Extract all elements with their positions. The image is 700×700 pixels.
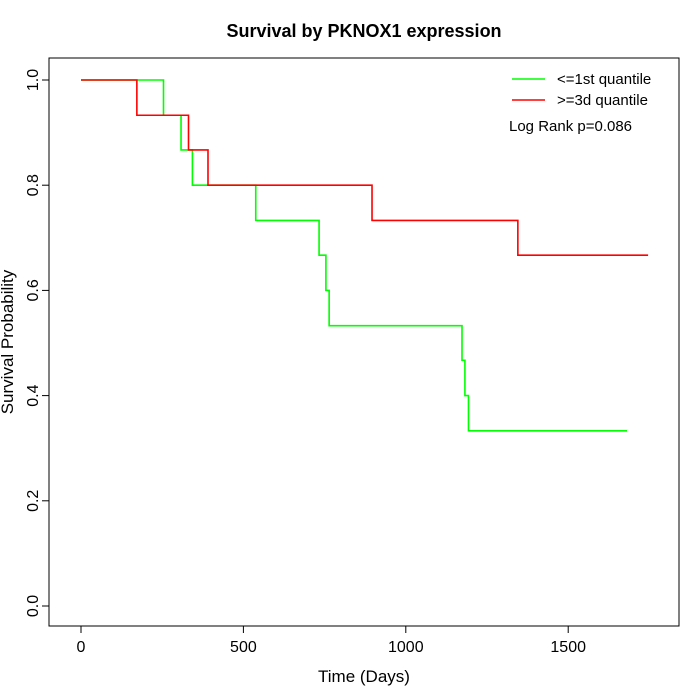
y-tick-label: 0.2 bbox=[25, 490, 42, 512]
chart-title: Survival by PKNOX1 expression bbox=[226, 21, 501, 41]
y-axis-label: Survival Probability bbox=[0, 269, 17, 414]
legend-label: >=3d quantile bbox=[557, 92, 648, 109]
x-tick-label: 0 bbox=[77, 639, 86, 656]
x-tick-label: 500 bbox=[230, 639, 257, 656]
log-rank-annotation: Log Rank p=0.086 bbox=[509, 118, 632, 135]
y-tick-label: 0.4 bbox=[25, 384, 42, 406]
y-tick-label: 0.6 bbox=[25, 279, 42, 301]
x-tick-label: 1500 bbox=[550, 639, 586, 656]
x-axis-label: Time (Days) bbox=[318, 667, 410, 686]
legend-label: <=1st quantile bbox=[557, 71, 651, 88]
y-tick-label: 1.0 bbox=[25, 69, 42, 91]
y-tick-label: 0.8 bbox=[25, 174, 42, 196]
survival-curve bbox=[81, 79, 627, 432]
x-tick-label: 1000 bbox=[388, 639, 424, 656]
y-tick-label: 0.0 bbox=[25, 595, 42, 617]
survival-curve bbox=[81, 79, 649, 256]
plot-frame bbox=[48, 57, 680, 627]
